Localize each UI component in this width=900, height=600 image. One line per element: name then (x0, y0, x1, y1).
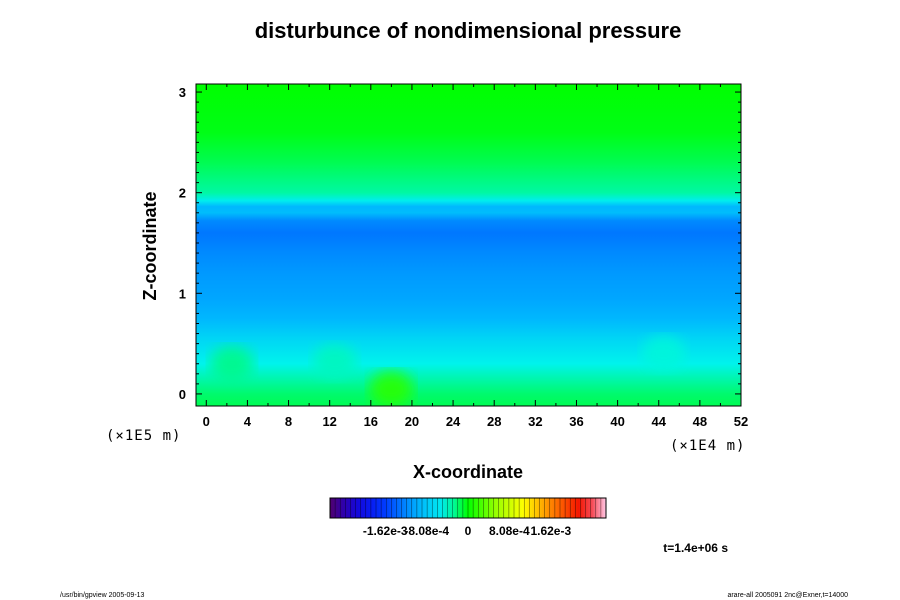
y-tick-label: 1 (179, 286, 186, 301)
plot-frame (195, 83, 742, 407)
x-tick-label: 4 (244, 414, 252, 429)
x-tick-label: 48 (693, 414, 707, 429)
x-tick-label: 0 (203, 414, 210, 429)
plot-area (195, 83, 742, 407)
x-tick-label: 28 (487, 414, 501, 429)
heatmap-anomaly (369, 370, 414, 406)
colorbar-ticks: -1.62e-3-8.08e-4 0 8.08e-4 1.62e-3 (363, 524, 572, 538)
colorbar-tick-label: 0 (465, 524, 472, 538)
x-tick-label: 24 (446, 414, 461, 429)
y-tick-label: 2 (179, 186, 186, 201)
x-tick-label: 12 (322, 414, 336, 429)
y-tick-label: 3 (179, 85, 186, 100)
x-axis-title: X-coordinate (413, 462, 523, 482)
colorbar-tick-label: 1.62e-3 (530, 524, 571, 538)
colorbar-tick-label: -1.62e-3 (363, 524, 408, 538)
x-tick-label: 32 (528, 414, 542, 429)
x-tick-label: 52 (734, 414, 748, 429)
heatmap-anomaly (209, 345, 254, 382)
x-tick-label: 36 (569, 414, 583, 429)
heatmap-anomaly (641, 335, 686, 372)
y-axis: 0 1 2 3 (179, 85, 741, 402)
x-tick-label: 8 (285, 414, 292, 429)
colorbar-level-lines (334, 498, 602, 518)
colorbar-tick-label: -8.08e-4 (404, 524, 449, 538)
heatmap-anomalies (209, 335, 686, 406)
footer-left-note: /usr/bin/gpview 2005-09-13 (60, 592, 145, 599)
x-tick-label: 40 (610, 414, 624, 429)
footer-right-note: arare-all 2005091 2nc@Exner,t=14000 (727, 592, 848, 599)
x-axis: 0 4 8 12 16 20 24 28 32 36 40 44 48 52 (203, 84, 748, 429)
heatmap-anomaly (312, 343, 357, 380)
x-unit-label: (×1E4 m) (670, 438, 745, 454)
y-tick-label: 0 (179, 387, 186, 402)
y-unit-label: (×1E5 m) (106, 428, 181, 444)
y-axis-title: Z-coordinate (140, 191, 160, 300)
x-tick-label: 44 (652, 414, 667, 429)
colorbar-tick-label: 8.08e-4 (489, 524, 530, 538)
x-tick-label: 20 (405, 414, 419, 429)
chart-title: disturbunce of nondimensional pressure (255, 18, 682, 43)
colorbar: -1.62e-3-8.08e-4 0 8.08e-4 1.62e-3 (329, 497, 607, 538)
colorbar-frame (329, 497, 607, 519)
time-label: t=1.4e+06 s (663, 541, 728, 555)
x-tick-label: 16 (364, 414, 378, 429)
